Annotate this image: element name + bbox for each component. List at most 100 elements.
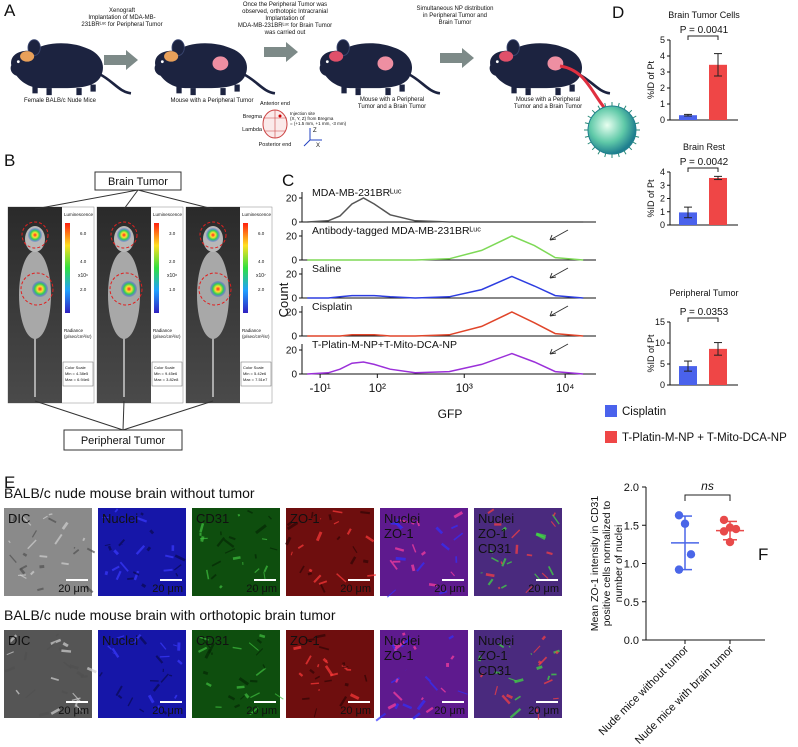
texture — [350, 556, 357, 565]
np-spike — [635, 122, 640, 125]
texture — [411, 544, 417, 553]
texture — [236, 685, 245, 689]
texture — [149, 529, 155, 535]
mouse-body — [154, 43, 248, 89]
ivis-text: Min = 5.42e6 — [243, 371, 267, 376]
step-text: Brain Tumor — [439, 20, 472, 26]
texture — [23, 651, 28, 661]
texture — [117, 694, 123, 699]
texture — [104, 543, 111, 547]
texture — [104, 570, 109, 576]
panel-letter: F — [758, 545, 768, 564]
np-spike — [587, 115, 592, 119]
texture — [127, 697, 134, 707]
sig-label: P = 0.0353 — [680, 307, 729, 318]
callout-arrow — [122, 400, 125, 431]
chart-title: Peripheral Tumor — [669, 288, 738, 298]
x-axis-label: GFP — [438, 407, 463, 421]
texture — [69, 664, 79, 670]
texture — [293, 645, 302, 651]
mouse-leg — [76, 88, 82, 96]
texture — [25, 689, 36, 699]
texture — [450, 655, 455, 660]
y-axis-label: %ID of Pt — [646, 179, 656, 218]
texture — [352, 545, 358, 554]
scale-bar-label: 20 μm — [340, 705, 371, 717]
texture — [9, 554, 17, 563]
ivis-text: (p/sec/cm²/sr) — [242, 334, 270, 339]
legend-label: T-Platin-M-NP + T-Mito-DCA-NP — [622, 432, 787, 444]
roi — [198, 272, 232, 306]
micrograph — [98, 630, 186, 718]
texture — [553, 697, 559, 700]
step-arrow — [104, 50, 138, 70]
texture — [550, 521, 556, 527]
texture — [448, 635, 454, 640]
texture — [133, 570, 140, 581]
texture — [22, 552, 28, 557]
step-text: Implantation of MDA-MB- — [88, 15, 155, 21]
texture — [204, 648, 212, 659]
step-text: was carried out — [264, 30, 306, 36]
y-tick-label: 20 — [286, 194, 298, 205]
texture — [174, 554, 186, 562]
texture — [525, 585, 533, 594]
texture — [336, 573, 347, 583]
texture — [216, 536, 226, 548]
texture — [416, 520, 420, 527]
histogram-line — [307, 275, 584, 299]
callout-arrow — [123, 189, 139, 210]
legend-swatch — [605, 431, 617, 443]
y-tick-label: 0.5 — [624, 597, 639, 609]
texture — [541, 635, 547, 641]
np-spike — [591, 109, 596, 114]
mouse-leg — [355, 88, 361, 96]
ivis-text: Min = 4.38e5 — [65, 371, 89, 376]
texture — [547, 675, 551, 681]
sig-label: P = 0.0041 — [680, 25, 729, 36]
mouse — [319, 39, 441, 96]
texture — [339, 696, 348, 707]
texture — [453, 511, 464, 519]
texture — [390, 677, 400, 684]
texture — [255, 667, 267, 677]
texture — [310, 682, 320, 685]
texture — [501, 557, 507, 567]
texture — [31, 530, 38, 538]
texture — [364, 674, 368, 682]
channel-label: ZO-1 — [384, 526, 414, 541]
pointer-arrow — [549, 343, 569, 355]
y-tick-label: 1 — [660, 207, 665, 217]
mouse-body — [10, 43, 104, 89]
mouse-leg — [176, 86, 182, 94]
texture — [198, 646, 208, 653]
callout-arrow — [34, 189, 139, 210]
mouse-leg — [32, 86, 38, 94]
micrograph — [4, 508, 92, 596]
y-axis-label: %ID of Pt — [646, 334, 656, 373]
mouse-ear — [336, 39, 350, 56]
series-label: Saline — [312, 263, 341, 275]
signal — [121, 281, 137, 297]
tumor — [377, 56, 394, 71]
texture — [318, 580, 328, 585]
texture — [50, 638, 62, 646]
channel-label: Nuclei — [384, 511, 420, 526]
texture — [514, 695, 521, 701]
signal — [210, 281, 226, 297]
skull-label: Bregma — [243, 114, 263, 120]
texture — [155, 655, 164, 664]
texture — [320, 584, 326, 593]
mouse — [154, 39, 276, 96]
texture — [107, 645, 112, 650]
texture — [336, 536, 341, 541]
histogram-line — [307, 197, 584, 223]
ivis-tick: 3.0 — [169, 231, 176, 236]
texture — [173, 564, 182, 571]
texture — [132, 571, 140, 576]
texture — [555, 650, 559, 655]
micrograph — [98, 508, 186, 596]
texture — [12, 515, 17, 522]
texture — [8, 634, 18, 643]
texture — [6, 651, 14, 656]
